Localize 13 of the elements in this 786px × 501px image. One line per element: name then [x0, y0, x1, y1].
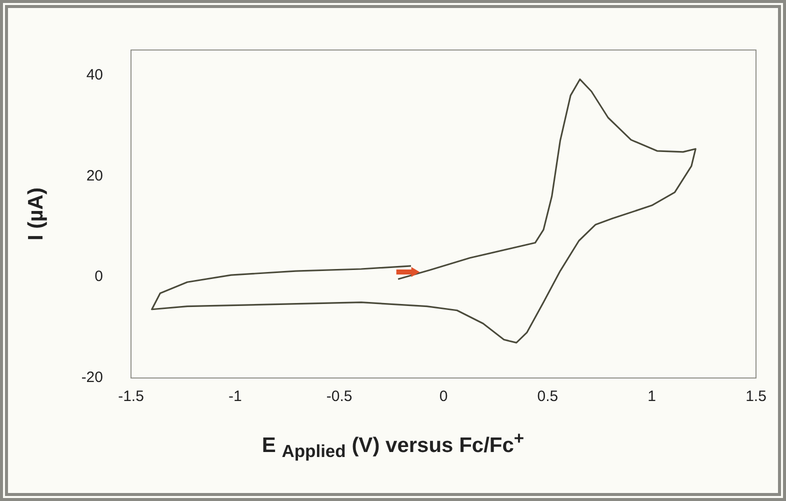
x-tick-label: 0.5	[537, 388, 558, 406]
x-tick-label: -0.5	[326, 388, 352, 406]
x-tick-label: 1	[648, 388, 656, 406]
x-tick-label: -1	[228, 388, 242, 406]
x-tick-label: 0	[439, 388, 448, 406]
x-axis-title: E $_{Applied}$ (V) versus Fc/Fc$^{+}$	[260, 428, 526, 462]
y-axis-title: I (µA)	[24, 188, 48, 240]
y-tick-label: 20	[86, 167, 103, 184]
x-tick-label: 1.5	[746, 388, 766, 406]
x-tick-label: -1.5	[118, 388, 144, 406]
y-tick-label: -20	[81, 369, 103, 386]
y-tick-label: 40	[86, 66, 103, 84]
y-tick-label: 0	[94, 268, 103, 286]
